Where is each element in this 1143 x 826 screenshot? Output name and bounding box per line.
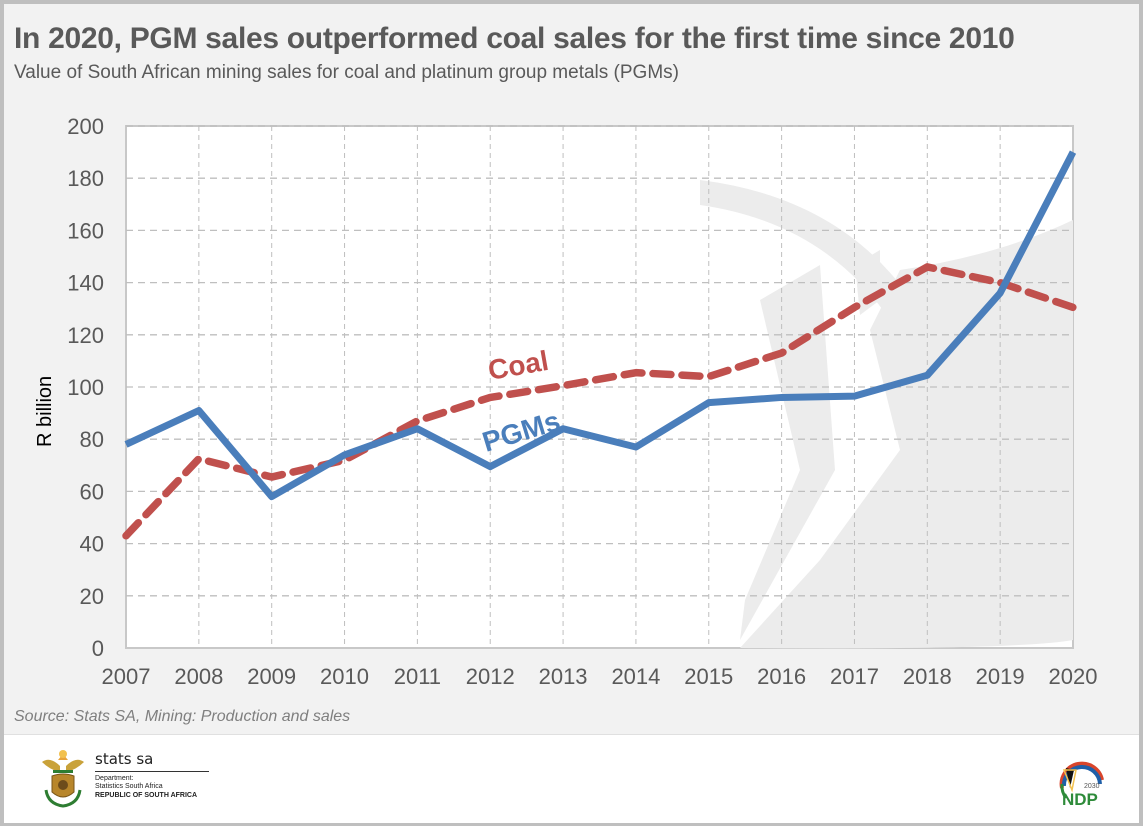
x-tick-label: 2007 — [102, 664, 151, 689]
series-line-pgms — [124, 150, 1077, 501]
department-text: Department: Statistics South Africa — [95, 775, 163, 791]
y-tick-label: 180 — [67, 166, 104, 191]
x-tick-label: 2019 — [976, 664, 1025, 689]
x-tick-label: 2015 — [684, 664, 733, 689]
x-tick-label: 2008 — [174, 664, 223, 689]
y-tick-label: 80 — [80, 427, 104, 452]
y-tick-label: 140 — [67, 271, 104, 296]
watermark-figure — [740, 220, 1073, 649]
x-tick-label: 2018 — [903, 664, 952, 689]
x-tick-label: 2017 — [830, 664, 879, 689]
x-tick-label: 2011 — [394, 664, 441, 689]
y-tick-label: 120 — [67, 323, 104, 348]
x-axis-ticks: 2007 2008 2009 2010 2011 2012 2013 2014 2015 2016… — [102, 664, 1098, 689]
x-tick-label: 2016 — [757, 664, 806, 689]
x-tick-label: 2010 — [320, 664, 369, 689]
y-tick-label: 40 — [80, 532, 104, 557]
x-tick-label: 2014 — [611, 664, 660, 689]
watermark-pick — [740, 265, 835, 640]
source-note: Source: Stats SA, Mining: Production and… — [14, 708, 351, 725]
series-lines — [122, 150, 1077, 540]
x-tick-label: 2020 — [1049, 664, 1098, 689]
stats-sa-logo: stats sa Department: Statistics South Af… — [38, 748, 218, 810]
y-tick-label: 200 — [67, 114, 104, 139]
y-tick-label: 0 — [92, 636, 104, 661]
ndp-text: NDP — [1062, 790, 1098, 808]
dept-line-2: Statistics South Africa — [95, 783, 163, 790]
ndp-logo-icon: 2030 NDP — [1059, 761, 1104, 808]
y-axis-label: R billion — [34, 376, 56, 447]
series-line-coal — [122, 263, 1077, 540]
x-tick-label: 2009 — [247, 664, 296, 689]
coat-of-arms-icon — [42, 750, 84, 808]
y-tick-label: 20 — [80, 584, 104, 609]
logo-divider — [95, 771, 209, 772]
dept-line-1: Department: — [95, 775, 134, 782]
footer — [4, 734, 1139, 823]
chart-subtitle: Value of South African mining sales for … — [14, 62, 679, 83]
y-axis-ticks: 0 20 40 60 80 100 120 140 160 180 200 — [67, 114, 104, 661]
x-tick-label: 2012 — [466, 664, 515, 689]
y-tick-label: 60 — [80, 479, 104, 504]
y-tick-label: 160 — [67, 218, 104, 243]
miner-watermark-icon — [700, 180, 1073, 649]
country-name: REPUBLIC OF SOUTH AFRICA — [95, 792, 198, 799]
ndp-year: 2030 — [1084, 783, 1100, 790]
x-tick-label: 2013 — [539, 664, 588, 689]
chart-title: In 2020, PGM sales outperformed coal sal… — [14, 22, 1015, 55]
org-name: stats sa — [95, 750, 154, 768]
y-tick-label: 100 — [67, 375, 104, 400]
